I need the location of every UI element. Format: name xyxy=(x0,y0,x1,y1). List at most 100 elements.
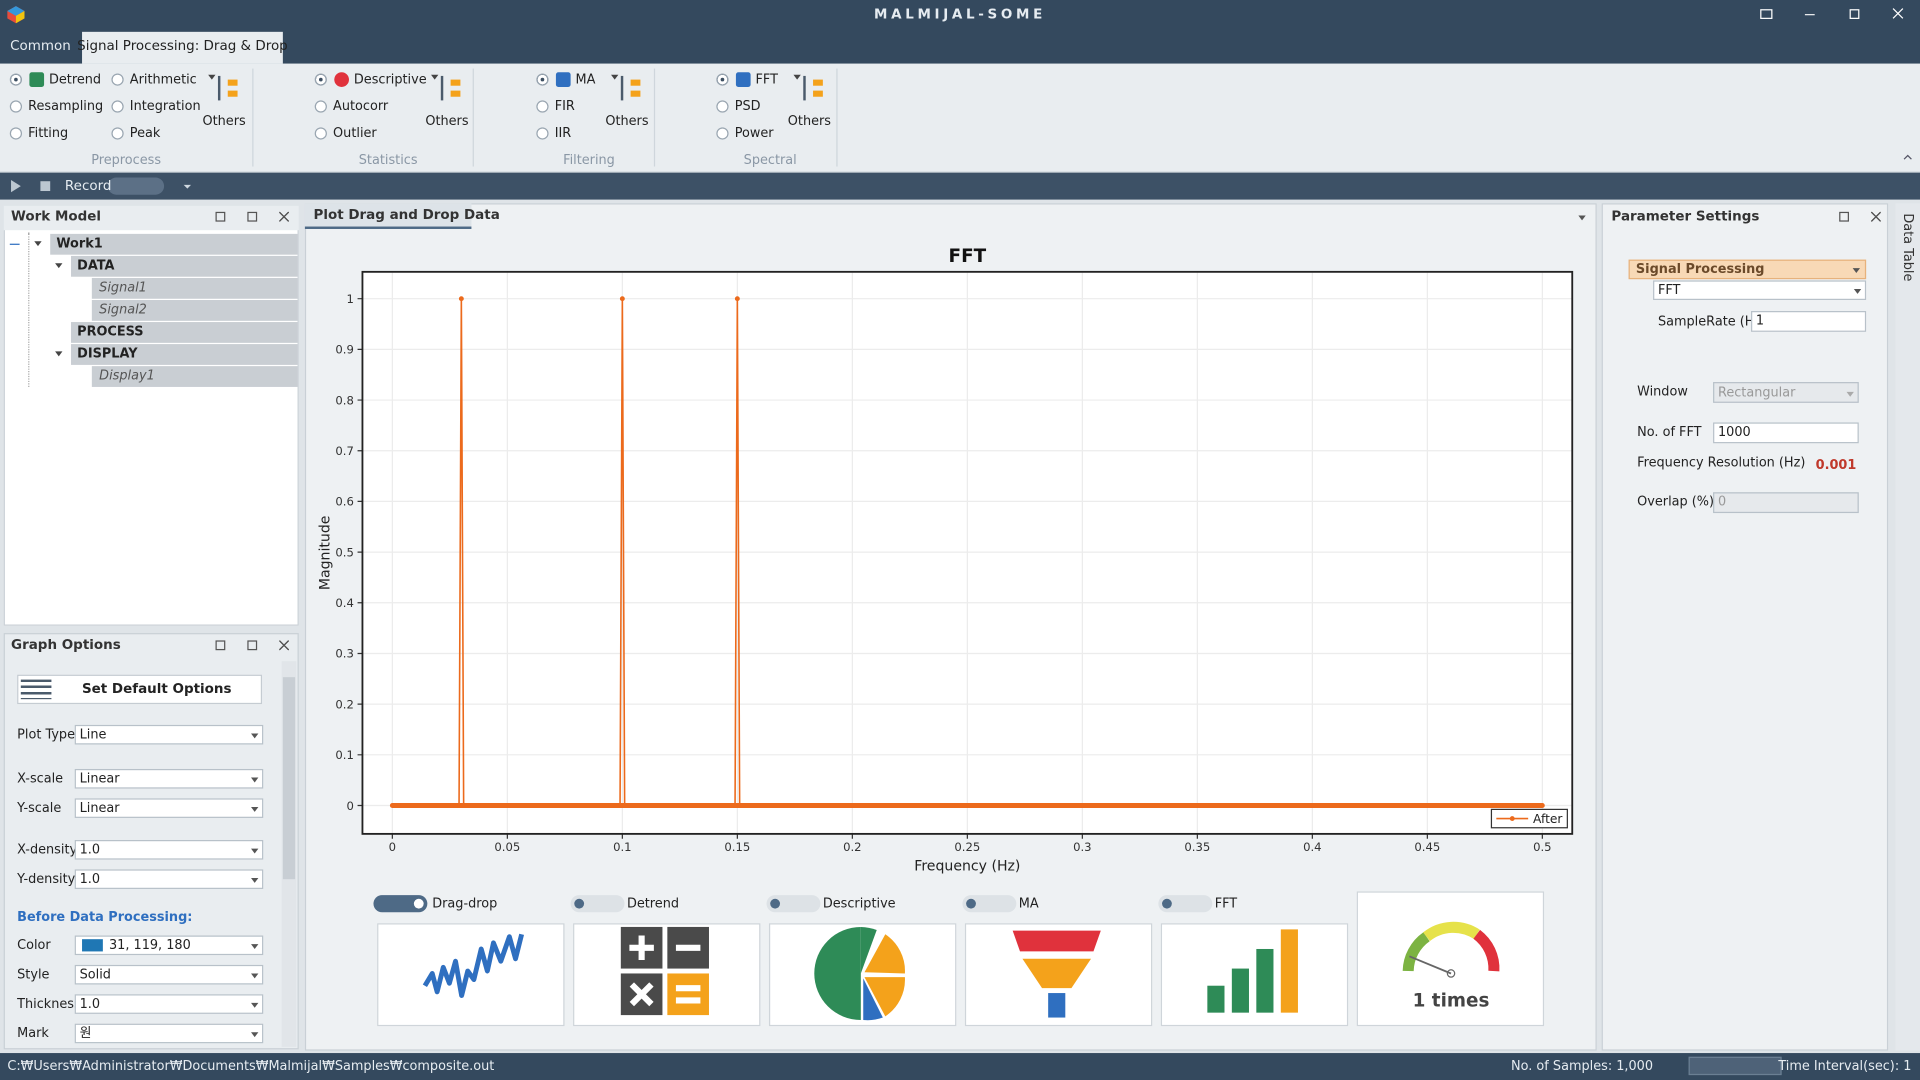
dropdown[interactable] xyxy=(74,964,264,985)
dropdown[interactable] xyxy=(74,768,264,789)
tree-row[interactable] xyxy=(71,255,298,277)
others-icon[interactable] xyxy=(440,75,461,101)
play-stop[interactable] xyxy=(7,178,56,195)
dropdown[interactable] xyxy=(74,840,264,860)
dropdown[interactable] xyxy=(74,935,264,956)
ribbon-option[interactable]: Resampling xyxy=(28,99,104,114)
radio-button[interactable] xyxy=(314,73,327,86)
side-tab[interactable]: Data Table xyxy=(1900,213,1916,282)
panel-button[interactable] xyxy=(247,640,258,651)
ribbon-option[interactable]: Outlier xyxy=(333,126,377,141)
others-button[interactable]: Others xyxy=(787,113,831,129)
radio-button[interactable] xyxy=(111,127,124,140)
tree-node[interactable]: Display1 xyxy=(99,368,155,384)
scroll-thumb[interactable] xyxy=(282,677,296,880)
toggle-switch[interactable] xyxy=(962,895,1017,913)
ribbon-option[interactable]: FIR xyxy=(554,99,575,114)
others-button[interactable]: Others xyxy=(605,113,649,129)
tree-row[interactable] xyxy=(91,366,298,387)
text-input[interactable] xyxy=(1751,311,1867,332)
ribbon-option[interactable]: Autocorr xyxy=(333,99,389,114)
tree-row[interactable] xyxy=(71,344,298,365)
ribbon-option[interactable]: Detrend xyxy=(48,72,102,87)
ribbon-option[interactable]: MA xyxy=(575,72,596,87)
tree-row[interactable] xyxy=(91,277,298,299)
card[interactable] xyxy=(377,923,565,1027)
tree-node[interactable]: DISPLAY xyxy=(77,346,138,362)
tree-node[interactable]: Signal2 xyxy=(99,302,147,318)
toggle-switch[interactable] xyxy=(766,895,821,913)
panel-button[interactable] xyxy=(215,211,226,222)
radio-button[interactable] xyxy=(9,73,23,86)
others-icon[interactable] xyxy=(217,75,238,101)
radio-button[interactable] xyxy=(536,73,549,86)
toggle-switch[interactable] xyxy=(570,895,625,913)
toggle-switch[interactable] xyxy=(373,895,428,913)
card[interactable] xyxy=(964,923,1153,1027)
ribbon-option[interactable]: Fitting xyxy=(28,126,69,141)
others-button[interactable]: Others xyxy=(425,113,469,129)
tab[interactable]: Signal Processing: Drag & Drop xyxy=(77,37,288,54)
others-button[interactable]: Others xyxy=(202,113,246,129)
panel-button[interactable] xyxy=(1871,211,1881,222)
dropdown[interactable] xyxy=(1713,382,1859,403)
text-input[interactable] xyxy=(1713,422,1859,444)
record-toggle[interactable] xyxy=(107,177,165,195)
tree-node[interactable]: PROCESS xyxy=(77,324,144,340)
ribbon-option[interactable]: Peak xyxy=(129,126,161,141)
card[interactable] xyxy=(768,923,957,1027)
panel-menu[interactable] xyxy=(1578,215,1586,221)
radio-button[interactable] xyxy=(111,100,124,113)
toggle-switch[interactable] xyxy=(1158,895,1213,913)
dropdown[interactable] xyxy=(74,1023,264,1044)
panel-tab[interactable]: Plot Drag and Drop Data xyxy=(313,206,500,223)
window-controls[interactable] xyxy=(1756,6,1909,23)
radio-button[interactable] xyxy=(716,127,729,140)
radio-button[interactable] xyxy=(9,127,23,140)
plot-tab[interactable] xyxy=(304,203,472,229)
text-input[interactable] xyxy=(1713,492,1859,514)
radio-button[interactable] xyxy=(314,127,327,140)
status-combo[interactable] xyxy=(1688,1056,1782,1076)
tree-node[interactable]: DATA xyxy=(77,258,115,274)
tree-row[interactable] xyxy=(50,233,298,255)
panel-button[interactable] xyxy=(215,640,226,651)
ribbon-option[interactable]: FFT xyxy=(755,72,778,87)
radio-button[interactable] xyxy=(536,100,549,113)
tree-expander[interactable] xyxy=(34,241,42,247)
radio-button[interactable] xyxy=(9,100,23,113)
panel-button[interactable] xyxy=(279,211,289,222)
tab[interactable]: Common xyxy=(10,37,71,54)
card[interactable] xyxy=(573,923,761,1027)
ribbon-option[interactable]: Descriptive xyxy=(353,72,427,87)
ribbon-option[interactable]: PSD xyxy=(734,99,761,114)
dropdown[interactable] xyxy=(74,724,264,745)
tree-node[interactable]: Signal1 xyxy=(99,280,147,296)
others-icon[interactable] xyxy=(620,75,641,101)
radio-button[interactable] xyxy=(716,100,729,113)
ribbon-option[interactable]: Arithmetic xyxy=(129,72,197,87)
tree-row[interactable] xyxy=(91,300,298,321)
ribbon-option[interactable]: Power xyxy=(734,126,774,141)
button-label[interactable]: Set Default Options xyxy=(81,680,232,697)
dropdown-arrow[interactable] xyxy=(181,181,193,191)
ribbon-option[interactable]: IIR xyxy=(554,126,572,141)
radio-button[interactable] xyxy=(716,73,729,86)
panel-button[interactable] xyxy=(1839,211,1849,222)
dropdown[interactable] xyxy=(74,798,264,818)
radio-button[interactable] xyxy=(536,127,549,140)
others-icon[interactable] xyxy=(803,75,823,101)
card[interactable] xyxy=(1356,891,1545,1027)
panel-button[interactable] xyxy=(247,211,258,222)
tab-active[interactable] xyxy=(82,31,283,64)
panel-button[interactable] xyxy=(279,640,289,651)
dropdown[interactable] xyxy=(1653,280,1867,301)
tree-node[interactable]: Work1 xyxy=(56,236,103,252)
tree-expander[interactable] xyxy=(55,263,63,269)
collapse-ribbon[interactable] xyxy=(1902,152,1914,162)
ribbon-option[interactable]: Integration xyxy=(129,99,201,114)
dropdown[interactable] xyxy=(74,994,264,1014)
tree-expander[interactable] xyxy=(55,351,63,357)
radio-button[interactable] xyxy=(111,73,124,86)
radio-button[interactable] xyxy=(314,100,327,113)
